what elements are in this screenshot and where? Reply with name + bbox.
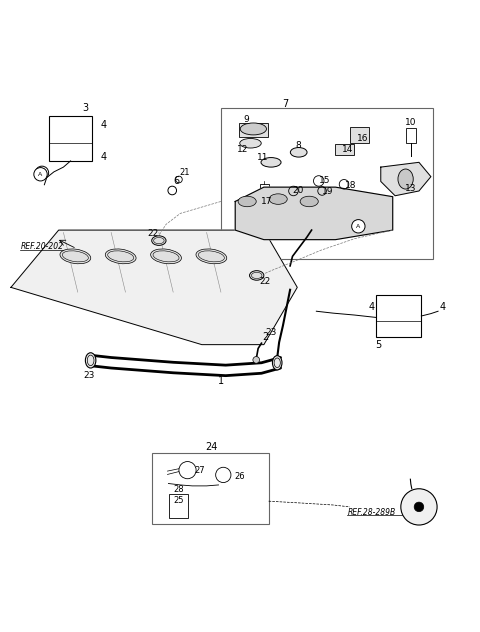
Ellipse shape <box>238 196 256 207</box>
Bar <box>260 185 269 198</box>
Text: 3: 3 <box>82 104 88 113</box>
Ellipse shape <box>151 249 181 264</box>
Text: 28: 28 <box>174 485 184 494</box>
Text: 8: 8 <box>296 141 301 150</box>
Text: 23: 23 <box>265 328 276 337</box>
Text: 2: 2 <box>262 332 268 343</box>
Bar <box>169 494 189 518</box>
Text: 4: 4 <box>101 120 107 130</box>
Text: 21: 21 <box>180 168 191 178</box>
Bar <box>152 453 269 523</box>
Polygon shape <box>11 230 297 344</box>
Circle shape <box>35 166 48 179</box>
Text: A: A <box>38 172 43 177</box>
Text: A: A <box>40 171 44 175</box>
Text: 4: 4 <box>101 152 107 162</box>
Text: 6: 6 <box>173 176 180 186</box>
Bar <box>350 128 369 143</box>
Ellipse shape <box>290 147 307 157</box>
Text: 15: 15 <box>319 176 331 185</box>
Text: 22: 22 <box>259 277 270 286</box>
Text: 10: 10 <box>405 118 417 127</box>
Text: 13: 13 <box>405 184 416 193</box>
Text: 11: 11 <box>257 153 269 162</box>
Circle shape <box>253 356 260 363</box>
Text: 4: 4 <box>368 302 374 312</box>
Bar <box>49 116 92 161</box>
Text: 22: 22 <box>147 229 159 238</box>
Circle shape <box>352 219 365 233</box>
Text: 12: 12 <box>237 145 248 154</box>
Text: 14: 14 <box>342 145 354 154</box>
Bar <box>376 295 421 337</box>
Ellipse shape <box>250 270 264 280</box>
Text: 7: 7 <box>282 99 288 109</box>
Text: 9: 9 <box>243 115 249 124</box>
Ellipse shape <box>273 356 282 370</box>
Circle shape <box>401 489 437 525</box>
Text: 25: 25 <box>174 496 184 505</box>
Text: REF.28-289B: REF.28-289B <box>348 508 396 517</box>
Ellipse shape <box>60 249 91 264</box>
Ellipse shape <box>196 249 227 264</box>
Bar <box>406 128 416 143</box>
Bar <box>336 144 354 155</box>
Ellipse shape <box>85 353 96 368</box>
Ellipse shape <box>152 236 166 245</box>
Text: 19: 19 <box>322 188 333 197</box>
Text: 26: 26 <box>235 472 245 481</box>
Ellipse shape <box>240 123 266 135</box>
Text: 20: 20 <box>292 186 304 195</box>
Circle shape <box>414 502 424 512</box>
Ellipse shape <box>269 194 287 204</box>
Text: 16: 16 <box>358 134 369 143</box>
Text: 1: 1 <box>218 377 224 386</box>
Circle shape <box>34 167 47 181</box>
Text: A: A <box>356 224 360 229</box>
Ellipse shape <box>240 138 261 148</box>
Text: REF.20-202: REF.20-202 <box>21 242 63 252</box>
Ellipse shape <box>261 157 281 167</box>
Text: 18: 18 <box>345 181 356 190</box>
Bar <box>221 109 433 258</box>
Text: 27: 27 <box>194 466 205 475</box>
Ellipse shape <box>300 196 318 207</box>
Ellipse shape <box>105 249 136 264</box>
Text: 24: 24 <box>205 442 217 453</box>
Text: 17: 17 <box>261 197 272 206</box>
Text: 4: 4 <box>440 302 446 312</box>
Bar <box>239 123 268 137</box>
Polygon shape <box>381 162 431 196</box>
Text: 5: 5 <box>375 339 382 349</box>
Polygon shape <box>235 187 393 240</box>
Ellipse shape <box>398 169 413 189</box>
Text: 23: 23 <box>83 371 95 380</box>
